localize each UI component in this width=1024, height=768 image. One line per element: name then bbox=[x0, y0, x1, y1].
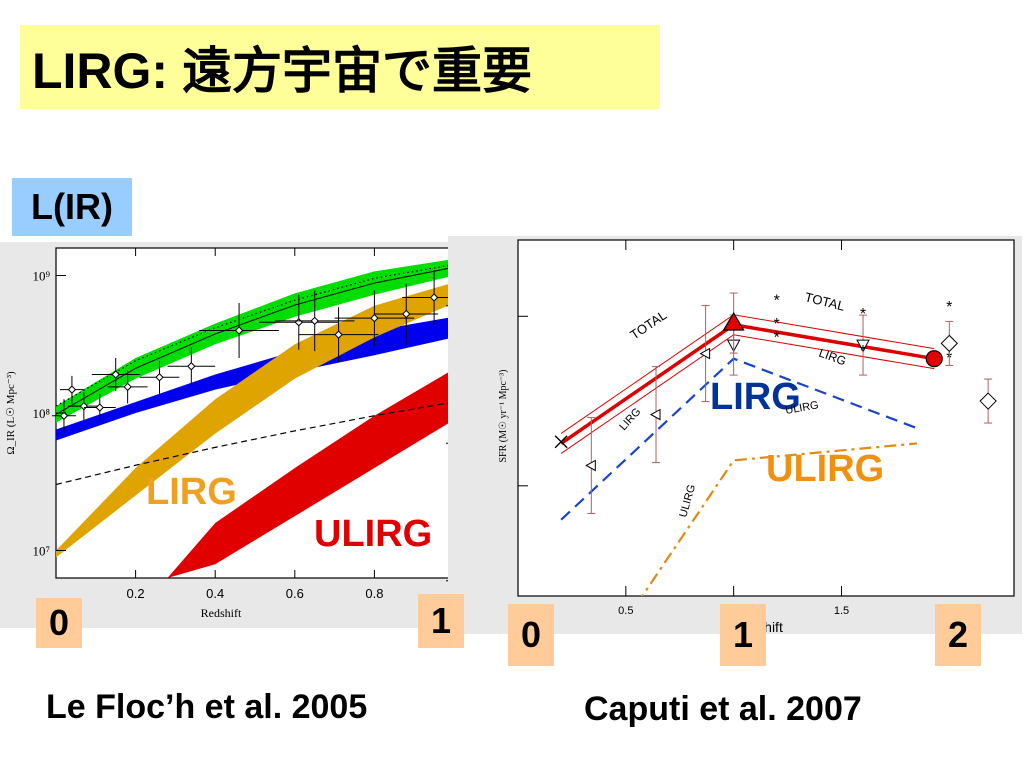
left-data-point bbox=[334, 330, 343, 339]
subtitle-badge: L(IR) bbox=[12, 178, 132, 236]
left-ytick-label: 10⁷ bbox=[32, 544, 50, 559]
left-ytick-label: 10⁹ bbox=[32, 269, 50, 284]
cross-marker bbox=[554, 435, 568, 449]
right-ulirg-label: ULIRG bbox=[766, 448, 884, 490]
left-xtick-label: 0.8 bbox=[365, 586, 383, 601]
filled-triangle-marker bbox=[722, 311, 745, 331]
left-band-gold bbox=[56, 282, 454, 558]
left-chart: 0.20.40.60.810⁷10⁸10⁹0.1000.0100.001 Red… bbox=[0, 242, 483, 628]
left-line-dashed bbox=[56, 401, 454, 486]
left-band-green bbox=[56, 259, 454, 423]
left-data-point bbox=[95, 403, 104, 412]
left-data-point bbox=[123, 382, 132, 392]
open-triangle-down bbox=[856, 339, 870, 353]
left-ulirg-label: ULIRG bbox=[314, 513, 432, 555]
left-data-point bbox=[402, 309, 411, 319]
badge-left-0: 0 bbox=[36, 598, 82, 648]
ulirg-dashdot-line bbox=[640, 442, 918, 596]
left-chart-panel: 0.20.40.60.810⁷10⁸10⁹0.1000.0100.001 Red… bbox=[0, 242, 483, 628]
left-xtick-label: 0.2 bbox=[127, 586, 145, 601]
right-xtick-label: 1.5 bbox=[834, 605, 849, 617]
star-marker: * bbox=[774, 316, 780, 333]
slide-title: LIRG: 遠方宇宙で重要 bbox=[20, 25, 660, 109]
star-marker: * bbox=[860, 306, 866, 323]
left-ylabel: Ω_IR (L☉ Mpc⁻³) bbox=[5, 371, 17, 455]
right-plot-area bbox=[517, 239, 1015, 597]
left-data-point bbox=[67, 385, 77, 394]
open-triangle-left bbox=[585, 459, 596, 472]
curve-label-ulirg-upper: ULIRG bbox=[784, 399, 819, 417]
filled-circle-marker bbox=[925, 350, 943, 368]
open-diamond bbox=[979, 392, 997, 410]
star-marker: * bbox=[860, 343, 866, 360]
star-marker: * bbox=[774, 292, 780, 309]
star-marker: * bbox=[946, 299, 952, 316]
left-data-point bbox=[59, 411, 69, 420]
left-data-point bbox=[429, 293, 439, 302]
right-chart: ******* 0.511.5 shift SFR (M☉ yr⁻¹ Mpc⁻³… bbox=[448, 236, 1022, 635]
right-chart-panel: ******* 0.511.5 shift SFR (M☉ yr⁻¹ Mpc⁻³… bbox=[448, 236, 1022, 635]
open-triangle-left bbox=[649, 408, 661, 421]
badge-right-2: 2 bbox=[935, 604, 981, 666]
badge-left-1: 1 bbox=[418, 594, 464, 648]
badge-right-0: 0 bbox=[508, 604, 554, 666]
left-lirg-label: LIRG bbox=[146, 471, 237, 513]
left-data-point bbox=[155, 373, 164, 382]
right-ylabel: SFR (M☉ yr⁻¹ Mpc⁻³) bbox=[498, 369, 509, 462]
star-marker: * bbox=[774, 330, 780, 347]
badge-right-1: 1 bbox=[720, 604, 766, 666]
citation-left: Le Floc’h et al. 2005 bbox=[46, 688, 368, 726]
right-xtick-label: 0.5 bbox=[618, 605, 633, 617]
left-band-red bbox=[167, 369, 454, 578]
open-diamond bbox=[940, 334, 959, 353]
open-triangle-left bbox=[699, 347, 711, 360]
left-ytick-label: 10⁸ bbox=[32, 406, 50, 421]
left-data-point bbox=[310, 316, 319, 326]
left-xtick-label: 0.4 bbox=[206, 586, 224, 601]
left-data-point bbox=[187, 362, 196, 371]
right-lirg-label: LIRG bbox=[710, 376, 801, 418]
left-data-point bbox=[111, 370, 120, 379]
left-data-point bbox=[234, 326, 244, 335]
left-fit-line bbox=[55, 266, 455, 415]
left-xlabel: Redshift bbox=[201, 606, 242, 620]
citation-right: Caputi et al. 2007 bbox=[584, 690, 862, 728]
left-data-point bbox=[370, 313, 379, 323]
left-xtick-label: 0.6 bbox=[286, 586, 304, 601]
